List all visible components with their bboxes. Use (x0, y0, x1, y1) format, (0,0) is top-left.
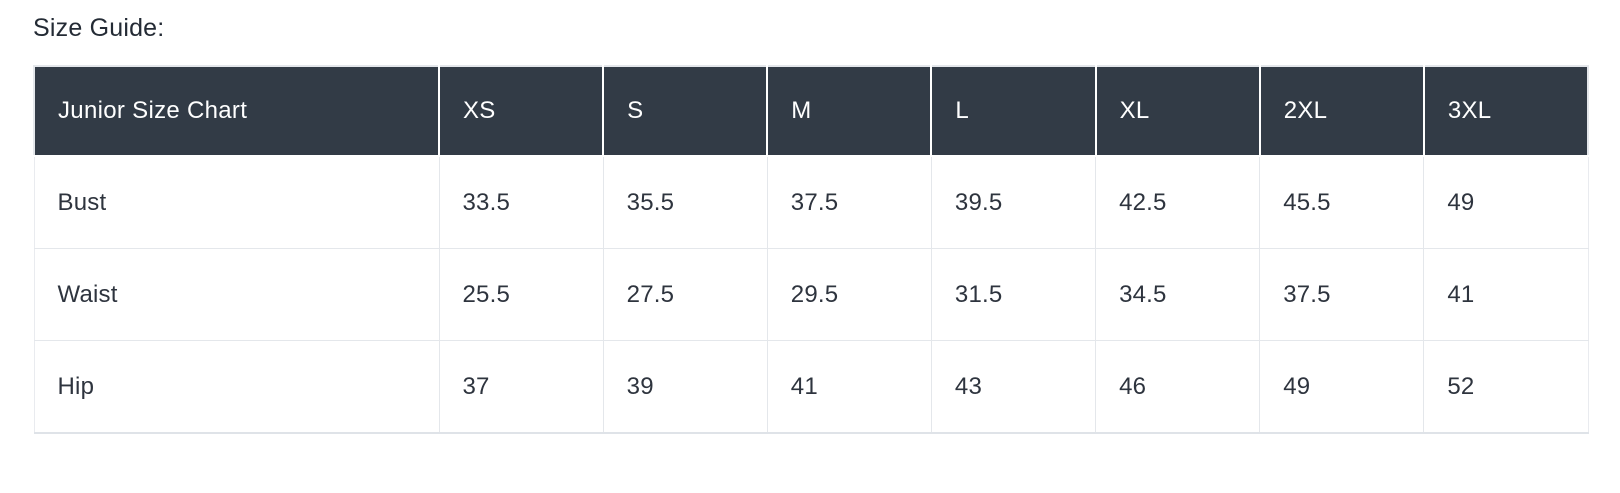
size-value-cell: 49 (1423, 155, 1589, 249)
size-value-cell: 37.5 (1259, 248, 1425, 341)
size-value-cell: 33.5 (438, 155, 604, 249)
header-cell-3xl: 3XL (1422, 65, 1590, 157)
header-cell-chart-name: Junior Size Chart (33, 65, 440, 157)
header-cell-l: L (930, 65, 1097, 157)
size-value-cell: 31.5 (930, 248, 1097, 341)
size-guide-title: Size Guide: (33, 14, 165, 42)
size-value-cell: 37.5 (766, 155, 932, 249)
size-value-cell: 27.5 (602, 248, 768, 341)
size-chart-header: Junior Size Chart XS S M L XL 2XL 3XL (33, 65, 1590, 157)
size-value-cell: 46 (1095, 340, 1261, 434)
row-label: Hip (33, 340, 440, 434)
size-value-cell: 49 (1259, 340, 1425, 434)
size-chart-body: Bust 33.5 35.5 37.5 39.5 42.5 45.5 49 Wa… (33, 155, 1589, 434)
size-value-cell: 42.5 (1095, 155, 1261, 249)
header-cell-m: M (766, 65, 933, 157)
header-cell-s: S (602, 65, 769, 157)
header-row: Junior Size Chart XS S M L XL 2XL 3XL (33, 65, 1590, 157)
size-value-cell: 45.5 (1259, 155, 1425, 249)
size-value-cell: 43 (930, 340, 1097, 434)
size-value-cell: 34.5 (1095, 248, 1261, 341)
size-value-cell: 25.5 (438, 248, 604, 341)
size-value-cell: 52 (1423, 340, 1589, 434)
size-value-cell: 39.5 (930, 155, 1097, 249)
size-value-cell: 35.5 (602, 155, 768, 249)
size-value-cell: 37 (438, 340, 604, 434)
table-row-bust: Bust 33.5 35.5 37.5 39.5 42.5 45.5 49 (33, 155, 1589, 249)
size-value-cell: 41 (766, 340, 932, 434)
size-value-cell: 29.5 (766, 248, 932, 341)
header-cell-2xl: 2XL (1258, 65, 1425, 157)
size-value-cell: 39 (602, 340, 768, 434)
table-row-hip: Hip 37 39 41 43 46 49 52 (33, 340, 1589, 434)
size-chart-table: Junior Size Chart XS S M L XL 2XL 3XL Bu… (33, 65, 1590, 434)
table-row-waist: Waist 25.5 27.5 29.5 31.5 34.5 37.5 41 (33, 248, 1589, 341)
header-cell-xl: XL (1094, 65, 1261, 157)
row-label: Waist (33, 248, 440, 341)
size-value-cell: 41 (1423, 248, 1589, 341)
header-cell-xs: XS (437, 65, 605, 157)
row-label: Bust (33, 155, 440, 249)
